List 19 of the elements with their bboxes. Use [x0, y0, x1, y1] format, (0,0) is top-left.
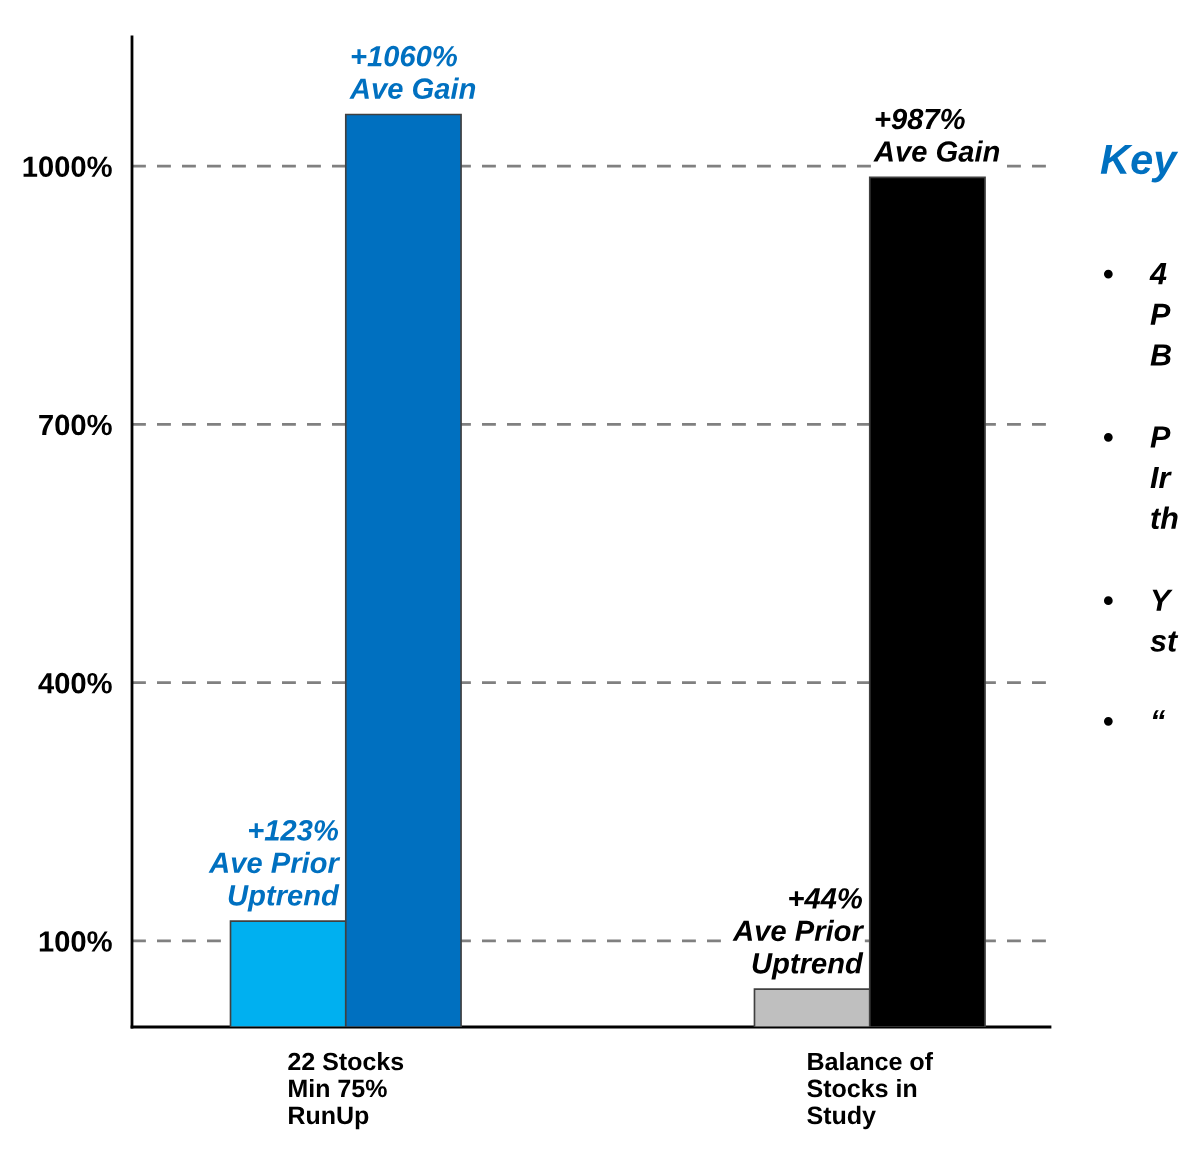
- y-tick-label: 100%: [39, 931, 112, 952]
- data-label: +987% Ave Gain: [873, 108, 1000, 162]
- data-label: +123% Ave Prior Uptrend: [208, 820, 341, 912]
- text: •: [1103, 432, 1113, 442]
- y-tick-label: 700%: [39, 414, 112, 436]
- text: “: [1152, 710, 1166, 719]
- text: P Ir th: [1150, 426, 1178, 530]
- x-tick-label: 22 Stocks Min 75% RunUp: [288, 1052, 404, 1130]
- text: •: [1103, 716, 1113, 726]
- text: Y st: [1150, 589, 1179, 652]
- text: Key: [1100, 145, 1179, 183]
- data-label: +44% Ave Prior Uptrend: [732, 888, 865, 980]
- x-tick-label: Balance of Stocks in Study: [807, 1052, 934, 1130]
- text: •: [1103, 269, 1113, 279]
- y-tick-label: 1000%: [23, 156, 112, 177]
- y-tick-label: 400%: [38, 672, 112, 694]
- text: 4 P B: [1149, 263, 1171, 366]
- data-label: +1060% Ave Gain: [349, 45, 476, 99]
- text: •: [1103, 596, 1113, 606]
